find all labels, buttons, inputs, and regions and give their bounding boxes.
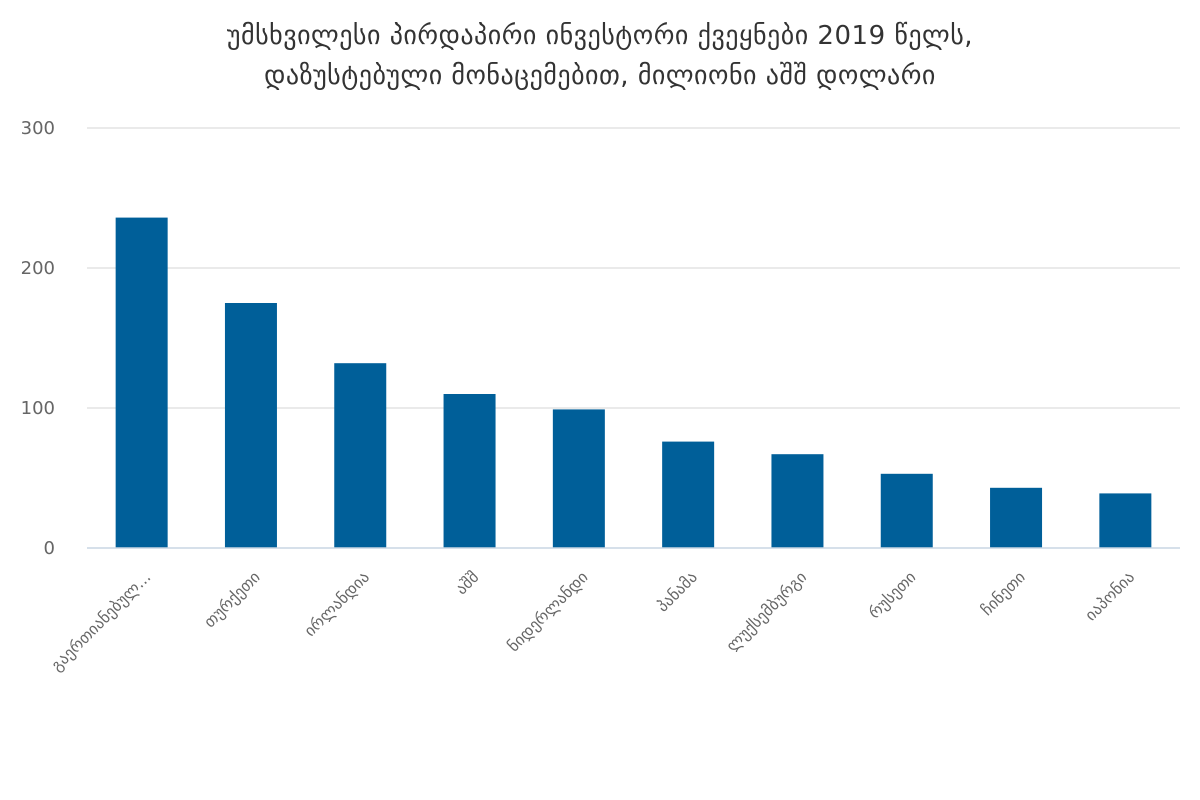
x-tick-label: რუსეთი: [865, 567, 920, 622]
bars: [115, 217, 1152, 548]
x-tick-label: ნიდერლანდი: [504, 567, 592, 655]
x-tick-label: ლუქსემბურგი: [722, 567, 810, 655]
bar: [224, 303, 277, 548]
x-tick-label: აშშ: [451, 567, 482, 598]
bar: [771, 454, 824, 548]
chart-title-line-2: დაზუსტებული მონაცემებით, მილიონი აშშ დოლ…: [264, 61, 936, 91]
y-tick-label: 300: [21, 118, 55, 139]
y-tick-label: 200: [21, 258, 55, 279]
x-tick-label: ჩინეთი: [977, 567, 1029, 619]
bar: [1099, 493, 1152, 548]
x-tick-label: პანამა: [653, 567, 701, 615]
bar: [115, 217, 168, 548]
x-axis-ticks: გაერთიანებულ... თურქეთი ირლანდია აშშ ნიდ…: [47, 567, 1138, 674]
bar: [552, 409, 605, 548]
bar: [662, 441, 715, 548]
y-tick-label: 100: [21, 398, 55, 419]
bar: [334, 363, 387, 548]
y-tick-label: 0: [44, 538, 55, 559]
x-tick-label: იაპონია: [1081, 567, 1138, 624]
x-tick-label: ირლანდია: [300, 567, 373, 640]
chart-title-line-1: უმსხვილესი პირდაპირი ინვესტორი ქვეყნები …: [227, 21, 973, 51]
bar: [443, 394, 496, 548]
x-tick-label: თურქეთი: [200, 567, 264, 631]
bar: [990, 487, 1043, 548]
bar: [880, 473, 933, 548]
x-tick-label: გაერთიანებულ...: [47, 567, 154, 674]
y-axis-ticks: 0 100 200 300: [21, 118, 55, 559]
